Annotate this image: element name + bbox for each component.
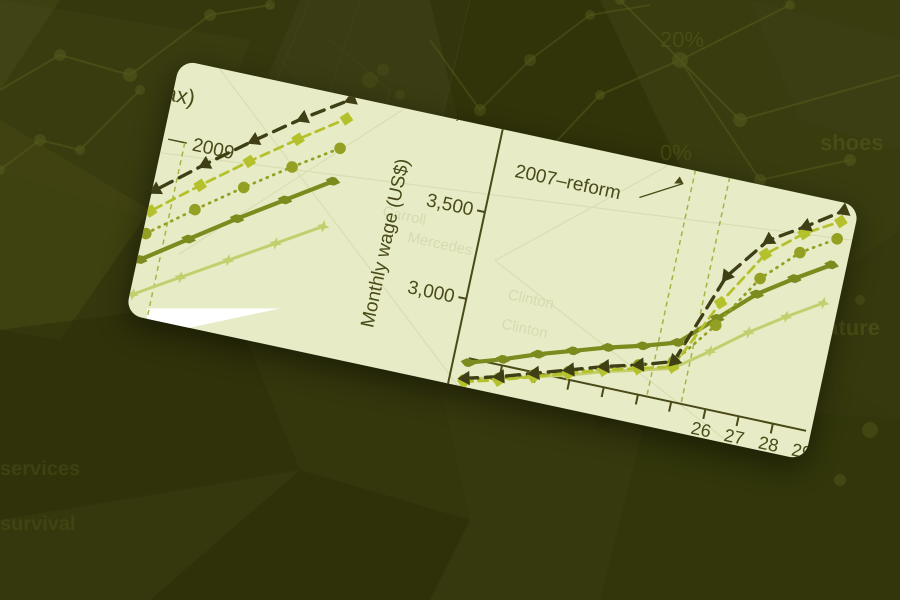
svg-text:services: services [0, 458, 80, 480]
svg-text:20%: 20% [660, 27, 704, 52]
svg-text:3,000: 3,000 [406, 277, 457, 308]
svg-text:shoes: shoes [820, 130, 884, 155]
svg-text:Clinton: Clinton [507, 286, 556, 312]
svg-text:2007–reform: 2007–reform [513, 161, 623, 204]
svg-text:Mercedes: Mercedes [406, 229, 474, 259]
svg-text:2009: 2009 [191, 135, 237, 164]
svg-text:survival: survival [0, 513, 76, 535]
svg-text:3,500: 3,500 [425, 190, 476, 221]
svg-text:Clinton: Clinton [500, 316, 549, 342]
svg-text:0%: 0% [660, 140, 692, 165]
